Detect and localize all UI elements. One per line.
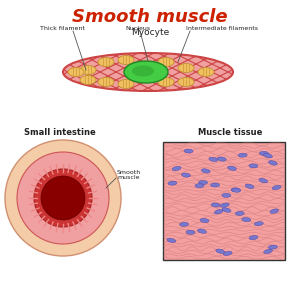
Ellipse shape <box>214 209 223 214</box>
Text: Smooth muscle: Smooth muscle <box>72 8 228 26</box>
Ellipse shape <box>201 169 210 173</box>
Text: Small intestine: Small intestine <box>24 128 96 137</box>
Ellipse shape <box>199 181 208 184</box>
Ellipse shape <box>249 236 258 240</box>
Ellipse shape <box>186 230 195 234</box>
Ellipse shape <box>80 76 96 85</box>
Ellipse shape <box>272 185 281 190</box>
Ellipse shape <box>254 222 263 226</box>
Ellipse shape <box>231 188 240 192</box>
Ellipse shape <box>124 61 168 83</box>
Ellipse shape <box>264 249 272 254</box>
Ellipse shape <box>222 208 231 212</box>
Ellipse shape <box>198 229 206 233</box>
Ellipse shape <box>200 218 209 223</box>
Ellipse shape <box>217 157 226 161</box>
Ellipse shape <box>132 65 154 76</box>
Text: Smooth
muscle: Smooth muscle <box>117 169 141 180</box>
Circle shape <box>34 169 92 227</box>
Ellipse shape <box>209 157 218 161</box>
Ellipse shape <box>80 65 96 74</box>
Ellipse shape <box>235 212 244 215</box>
Ellipse shape <box>238 153 247 157</box>
Ellipse shape <box>63 53 233 91</box>
Circle shape <box>17 152 109 244</box>
Ellipse shape <box>216 249 225 254</box>
Ellipse shape <box>68 68 84 76</box>
Ellipse shape <box>195 184 204 188</box>
Ellipse shape <box>264 153 272 158</box>
Ellipse shape <box>158 58 174 67</box>
FancyBboxPatch shape <box>163 142 285 260</box>
Ellipse shape <box>232 188 241 192</box>
Text: Intermediate filaments: Intermediate filaments <box>186 26 258 32</box>
Circle shape <box>5 140 121 256</box>
Ellipse shape <box>184 149 193 153</box>
Ellipse shape <box>167 238 176 243</box>
Ellipse shape <box>245 184 254 188</box>
Ellipse shape <box>260 151 268 155</box>
Ellipse shape <box>172 166 181 171</box>
Ellipse shape <box>268 245 278 249</box>
Text: Muscle tissue: Muscle tissue <box>198 128 262 137</box>
Ellipse shape <box>98 77 114 86</box>
Ellipse shape <box>211 203 220 207</box>
Ellipse shape <box>118 56 134 64</box>
Ellipse shape <box>198 68 214 76</box>
Ellipse shape <box>211 183 220 187</box>
Circle shape <box>41 176 85 220</box>
Ellipse shape <box>227 166 236 170</box>
Ellipse shape <box>220 203 229 207</box>
Ellipse shape <box>259 178 268 183</box>
Ellipse shape <box>268 161 277 165</box>
Ellipse shape <box>178 64 194 73</box>
Ellipse shape <box>249 164 258 168</box>
Ellipse shape <box>158 77 174 86</box>
Text: Thick filament: Thick filament <box>40 26 85 32</box>
Ellipse shape <box>270 209 279 213</box>
Ellipse shape <box>98 58 114 67</box>
Text: Nucleus: Nucleus <box>125 26 151 32</box>
Ellipse shape <box>222 194 231 197</box>
Ellipse shape <box>182 173 190 177</box>
Text: Myocyte: Myocyte <box>131 28 169 37</box>
Ellipse shape <box>180 222 189 227</box>
Ellipse shape <box>168 181 177 185</box>
Ellipse shape <box>223 251 232 256</box>
Ellipse shape <box>118 80 134 88</box>
Ellipse shape <box>242 218 251 222</box>
Ellipse shape <box>178 77 194 86</box>
